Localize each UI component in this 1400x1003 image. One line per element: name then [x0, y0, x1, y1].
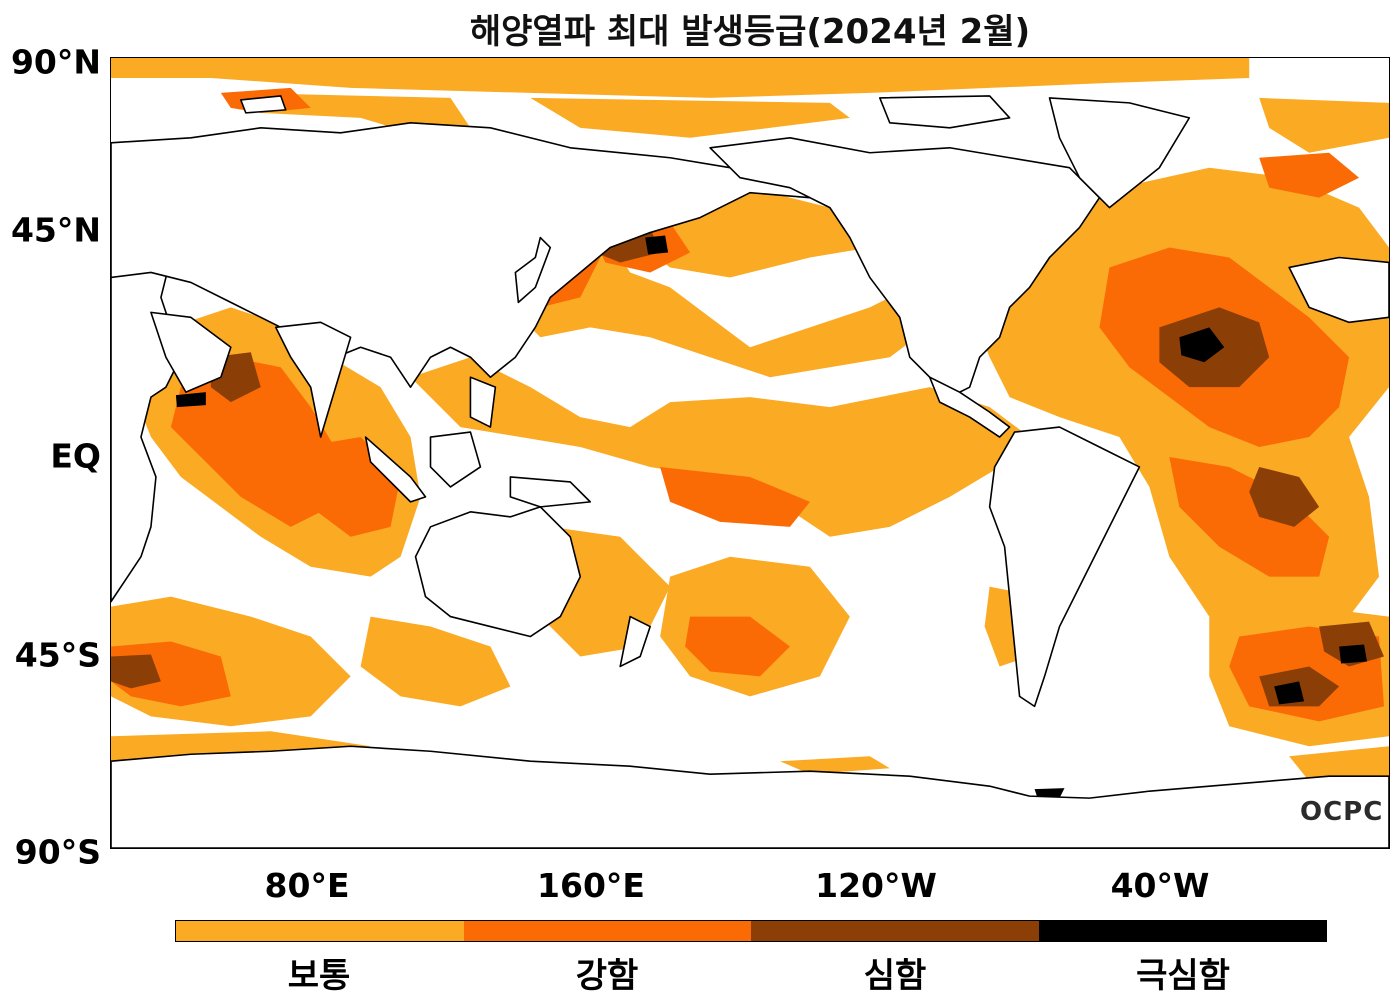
legend-swatch-extreme	[1038, 921, 1326, 941]
lon-label-120w: 120°W	[815, 866, 937, 905]
legend-label-severe: 심함	[863, 956, 927, 996]
europe-south-coast	[1288, 256, 1389, 324]
lon-label-80e: 80°E	[264, 866, 350, 905]
map-frame	[110, 57, 1390, 849]
lat-label-eq: EQ	[50, 436, 101, 476]
central-america-landmass	[928, 376, 1011, 438]
eurasia-landmass	[111, 122, 851, 388]
lat-label-90n: 90°N	[10, 42, 101, 82]
sumatra-island	[364, 436, 427, 503]
north-america-landmass	[709, 137, 1101, 398]
svalbard-island	[239, 95, 287, 114]
antarctica-landmass	[111, 745, 1389, 848]
legend-label-extreme: 극심함	[1136, 956, 1230, 996]
mhw-extreme-layer	[175, 235, 1368, 799]
australia-landmass	[414, 506, 582, 638]
arabia-landmass	[150, 311, 232, 393]
lat-label-45s: 45°S	[14, 635, 101, 675]
lon-label-40w: 40°W	[1110, 866, 1210, 905]
south-america-landmass	[988, 426, 1141, 708]
japan-island	[514, 236, 552, 304]
greenland-landmass	[1048, 97, 1191, 209]
lat-label-90s: 90°S	[14, 832, 101, 872]
india-landmass	[274, 321, 352, 438]
legend-label-moderate: 보통	[287, 956, 351, 996]
borneo-island	[429, 431, 482, 488]
ocpc-watermark: OCPC	[1300, 797, 1384, 827]
land-layer	[111, 95, 1389, 848]
legend-label-strong: 강함	[575, 956, 639, 996]
legend-swatch-strong	[463, 921, 751, 941]
arctic-archipelago	[878, 95, 1011, 129]
legend-swatch-moderate	[176, 921, 464, 941]
new-guinea-island	[509, 476, 592, 508]
lon-label-160e: 160°E	[537, 866, 645, 905]
legend-colorbar	[175, 920, 1327, 942]
philippines-island	[469, 376, 497, 428]
world-map	[111, 58, 1389, 848]
new-zealand-island	[619, 615, 651, 668]
legend-swatch-severe	[751, 921, 1039, 941]
map-title: 해양열파 최대 발생등급(2024년 2월)	[469, 12, 1031, 52]
lat-label-45n: 45°N	[10, 210, 101, 250]
